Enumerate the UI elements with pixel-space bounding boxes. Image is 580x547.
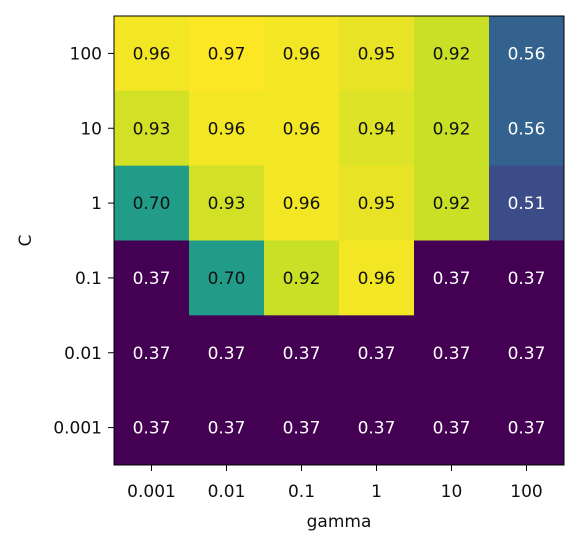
y-tick-label: 0.1 — [75, 269, 102, 289]
x-tick-label: 100 — [510, 482, 542, 502]
heatmap-cell — [114, 240, 190, 316]
y-tick-label: 0.01 — [64, 344, 102, 364]
x-axis-label: gamma — [307, 512, 372, 532]
cell-value-label: 0.37 — [133, 419, 171, 439]
cell-value-label: 0.95 — [358, 194, 396, 214]
cell-value-label: 0.92 — [283, 269, 321, 289]
heatmap-cell — [489, 90, 565, 167]
heatmap-cell — [489, 390, 565, 466]
cell-value-label: 0.37 — [433, 419, 471, 439]
heatmap-cell — [189, 165, 265, 241]
heatmap-cell — [114, 165, 190, 241]
heatmap-cell — [414, 165, 490, 241]
heatmap-cell — [339, 240, 415, 316]
heatmap-cell — [114, 90, 190, 167]
heatmap-cell — [414, 315, 490, 391]
heatmap-cell — [114, 315, 190, 391]
cell-value-label: 0.95 — [358, 44, 396, 64]
heatmap-cell — [264, 390, 340, 466]
x-tick-label: 0.01 — [208, 482, 246, 502]
cell-value-label: 0.92 — [433, 119, 471, 139]
cell-value-label: 0.96 — [283, 119, 321, 139]
heatmap-cell — [339, 315, 415, 391]
heatmap-cell — [339, 390, 415, 466]
x-tick-label: 0.001 — [127, 482, 176, 502]
heatmap-cell — [189, 16, 265, 92]
heatmap-cell — [189, 315, 265, 391]
cell-value-label: 0.37 — [508, 344, 546, 364]
heatmap-cell — [414, 16, 490, 92]
heatmap-cell — [489, 165, 565, 241]
y-tick-label: 10 — [80, 119, 102, 139]
cell-value-label: 0.93 — [133, 119, 171, 139]
cell-value-label: 0.37 — [358, 344, 396, 364]
heatmap-cell — [114, 390, 190, 466]
heatmap-cell — [264, 240, 340, 316]
cell-value-label: 0.37 — [208, 344, 246, 364]
cell-value-label: 0.93 — [208, 194, 246, 214]
heatmap-cell — [414, 90, 490, 167]
heatmap-cell — [189, 240, 265, 316]
cell-value-label: 0.96 — [208, 119, 246, 139]
cell-value-label: 0.37 — [133, 344, 171, 364]
heatmap-cell — [489, 16, 565, 92]
cell-value-label: 0.37 — [508, 419, 546, 439]
heatmap-cell — [264, 165, 340, 241]
cell-value-label: 0.37 — [283, 419, 321, 439]
heatmap-cell — [339, 165, 415, 241]
heatmap-cell — [339, 90, 415, 167]
x-tick-label: 10 — [441, 482, 463, 502]
cell-value-label: 0.37 — [283, 344, 321, 364]
cell-value-label: 0.94 — [358, 119, 396, 139]
heatmap-cell — [264, 16, 340, 92]
cell-value-label: 0.37 — [208, 419, 246, 439]
cell-value-label: 0.37 — [433, 344, 471, 364]
heatmap-cell — [414, 390, 490, 466]
cell-value-label: 0.92 — [433, 194, 471, 214]
heatmap-cell — [114, 16, 190, 92]
heatmap-cell — [189, 90, 265, 167]
cell-value-label: 0.92 — [433, 44, 471, 64]
heatmap-cells: 0.96 0.97 0.96 0.95 0.92 0.56 0.93 0.96 0.96 0.94… — [114, 16, 565, 466]
cell-value-label: 0.51 — [508, 194, 546, 214]
cell-value-label: 0.56 — [508, 44, 546, 64]
y-tick-label: 100 — [70, 44, 102, 64]
cell-value-label: 0.37 — [133, 269, 171, 289]
heatmap-cell — [489, 315, 565, 391]
cell-value-label: 0.56 — [508, 119, 546, 139]
heatmap-cell — [489, 240, 565, 316]
cell-value-label: 0.70 — [208, 269, 246, 289]
x-tick-label: 0.1 — [288, 482, 315, 502]
cell-value-label: 0.70 — [133, 194, 171, 214]
cell-value-label: 0.96 — [283, 44, 321, 64]
cell-value-label: 0.96 — [133, 44, 171, 64]
heatmap-cell — [264, 315, 340, 391]
y-tick-label: 1 — [91, 194, 102, 214]
cell-value-label: 0.96 — [358, 269, 396, 289]
heatmap-cell — [264, 90, 340, 167]
x-axis-ticks: 0.001 0.01 0.1 1 10 100 — [127, 465, 543, 502]
heatmap-cell — [339, 16, 415, 92]
x-tick-label: 1 — [371, 482, 382, 502]
cell-value-label: 0.37 — [508, 269, 546, 289]
heatmap-cell — [414, 240, 490, 316]
cell-value-label: 0.96 — [283, 194, 321, 214]
plot-frame — [113, 15, 565, 466]
y-axis-ticks: 100 10 1 0.1 0.01 0.001 — [53, 44, 114, 439]
y-tick-label: 0.001 — [53, 419, 102, 439]
cell-value-label: 0.37 — [358, 419, 396, 439]
cell-value-label: 0.37 — [433, 269, 471, 289]
y-axis-label: C — [16, 235, 36, 247]
cell-value-label: 0.97 — [208, 44, 246, 64]
heatmap-cell — [189, 390, 265, 466]
